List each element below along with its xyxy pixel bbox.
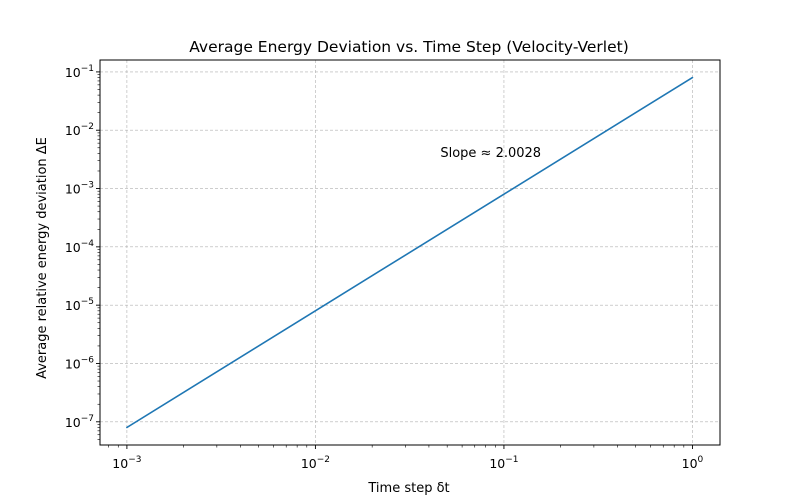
x-tick-label: 100 [682,455,704,471]
y-tick-label: 10−2 [65,122,94,138]
y-tick-label: 10−7 [65,414,94,430]
y-tick-label: 10−4 [65,239,94,255]
y-axis-label: Average relative energy deviation ΔE [35,137,50,379]
annotations: Slope ≈ 2.0028 [440,146,541,161]
x-tick-label: 10−2 [301,455,330,471]
y-tick-label: 10−5 [65,297,94,313]
y-tick-label: 10−3 [65,181,94,197]
axis-ticks: 10−3 10−2 10−1 100 10−7 10−6 10−5 10−4 10−3 10−2 1… [65,64,704,471]
chart-title: Average Energy Deviation vs. Time Step (… [189,38,629,56]
x-axis-label: Time step δt [367,481,449,496]
x-tick-label: 10−3 [112,455,141,471]
grid-lines [100,60,720,445]
y-tick-label: 10−6 [65,355,94,371]
series-group [126,76,694,429]
y-tick-label: 10−1 [65,64,94,80]
series-line [126,76,694,429]
slope-annotation: Slope ≈ 2.0028 [440,146,541,161]
x-tick-label: 10−1 [489,455,518,471]
